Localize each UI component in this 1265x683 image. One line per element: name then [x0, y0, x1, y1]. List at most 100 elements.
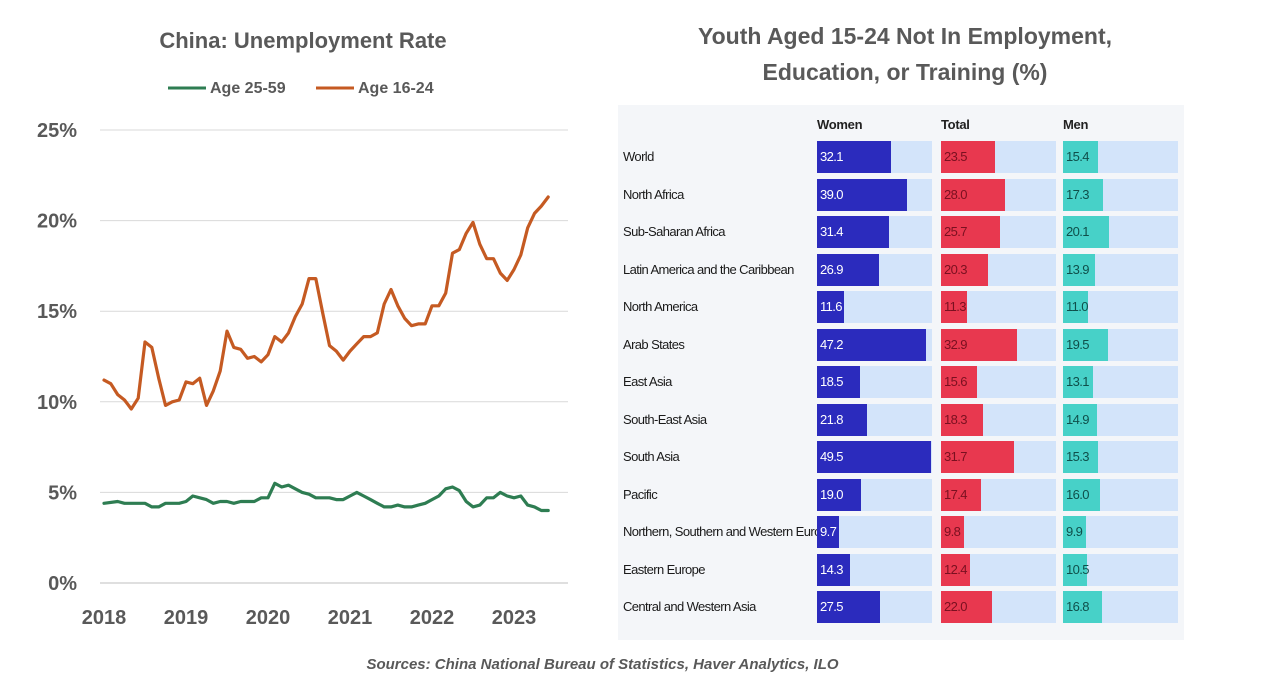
bar-total — [941, 403, 984, 436]
x-tick-label: 2018 — [82, 607, 127, 629]
bar-total — [941, 141, 996, 173]
row-label: North America — [623, 299, 698, 314]
bar-men — [1063, 178, 1103, 211]
row-label: Latin America and the Caribbean — [623, 261, 794, 277]
bar-track-men: 14.9 — [1063, 403, 1178, 436]
bar-track-men: 11.0 — [1063, 291, 1178, 323]
x-tick-label: 2021 — [328, 607, 373, 629]
bar-value-total: 11.3 — [944, 299, 967, 314]
row-label: Eastern Europe — [623, 561, 706, 577]
bar-track-total: 17.4 — [941, 478, 1056, 511]
row-label: Arab States — [623, 336, 685, 352]
neet-row: Sub-Saharan Africa 31.4 25.7 20.1 — [605, 216, 1205, 248]
bar-value-total: 23.5 — [944, 149, 968, 164]
bar-track-men: 9.9 — [1063, 516, 1178, 548]
bar-total — [941, 216, 1001, 248]
bar-value-men: 13.9 — [1066, 261, 1090, 277]
x-tick-label: 2023 — [492, 607, 537, 629]
bar-women — [817, 516, 840, 548]
bar-track-total: 15.6 — [941, 366, 1056, 398]
bar-track-women: 11.6 — [817, 291, 932, 323]
bar-track-men: 16.0 — [1063, 478, 1178, 511]
bar-track-men: 10.5 — [1063, 553, 1178, 586]
row-label: South-East Asia — [623, 411, 707, 427]
bar-men — [1063, 216, 1110, 248]
bar-value-men: 17.3 — [1066, 186, 1090, 202]
bar-value-men: 19.5 — [1066, 336, 1090, 352]
bar-total — [941, 328, 1017, 361]
bar-total — [941, 591, 992, 623]
sources-footnote: Sources: China National Bureau of Statis… — [366, 656, 839, 673]
bar-value-men: 15.4 — [1066, 149, 1090, 164]
unemployment-line-chart: China: Unemployment Rate Age 25-59 Age 16-… — [0, 0, 600, 640]
y-tick-label: 0% — [48, 573, 77, 595]
bar-men — [1063, 366, 1094, 398]
column-header-women: Women — [817, 117, 863, 132]
bar-men — [1063, 516, 1086, 548]
bar-men — [1063, 403, 1098, 436]
bar-value-women: 49.5 — [820, 449, 844, 464]
bar-value-women: 47.2 — [820, 336, 844, 352]
column-header-total: Total — [941, 117, 970, 132]
bar-value-men: 9.9 — [1066, 524, 1083, 539]
bar-value-total: 25.7 — [944, 224, 968, 239]
bar-track-men: 19.5 — [1063, 328, 1178, 361]
bar-value-men: 16.8 — [1066, 599, 1090, 614]
row-label: South Asia — [623, 449, 680, 464]
bar-men — [1063, 291, 1089, 323]
bar-total — [941, 441, 1014, 473]
bar-value-women: 18.5 — [820, 374, 844, 389]
bar-track-women: 9.7 — [817, 516, 932, 548]
bar-track-total: 23.5 — [941, 141, 1056, 173]
y-tick-label: 15% — [37, 301, 77, 323]
row-label: North Africa — [623, 186, 684, 202]
neet-row: South Asia 49.5 31.7 15.3 — [605, 441, 1205, 473]
neet-row: South-East Asia 21.8 18.3 14.9 — [605, 403, 1205, 436]
bar-men — [1063, 553, 1088, 586]
bar-value-men: 13.1 — [1066, 374, 1090, 389]
bar-total — [941, 553, 970, 586]
bar-total — [941, 291, 967, 323]
bar-women — [817, 216, 890, 248]
bar-track-women: 47.2 — [817, 328, 932, 361]
line-chart-title: China: Unemployment Rate — [159, 28, 446, 53]
bar-value-total: 20.3 — [944, 261, 968, 277]
bar-women — [817, 591, 881, 623]
neet-chart-title-line-2: Education, or Training (%) — [762, 59, 1048, 85]
neet-row: North Africa 39.0 28.0 17.3 — [605, 178, 1205, 211]
neet-row: Northern, Southern and Western Europe 9.7… — [605, 516, 1205, 548]
bar-value-men: 11.0 — [1066, 299, 1089, 314]
x-tick-label: 2020 — [246, 607, 291, 629]
bar-value-total: 9.8 — [944, 524, 961, 539]
bar-value-men: 14.9 — [1066, 411, 1090, 427]
bar-track-women: 39.0 — [817, 178, 932, 211]
row-label: Central and Western Asia — [623, 599, 756, 614]
bar-track-total: 18.3 — [941, 403, 1056, 436]
bar-value-total: 12.4 — [944, 561, 968, 577]
row-label: East Asia — [623, 374, 672, 389]
bar-track-total: 25.7 — [941, 216, 1056, 248]
bar-track-men: 16.8 — [1063, 591, 1178, 623]
column-header-men: Men — [1063, 117, 1089, 132]
bar-total — [941, 516, 964, 548]
bar-track-women: 32.1 — [817, 141, 932, 173]
bar-track-total: 11.3 — [941, 291, 1056, 323]
bar-value-women: 14.3 — [820, 561, 844, 577]
bar-value-total: 31.7 — [944, 449, 968, 464]
bar-total — [941, 178, 1006, 211]
bar-track-total: 22.0 — [941, 591, 1056, 623]
bar-women — [817, 478, 861, 511]
x-tick-label: 2022 — [410, 607, 455, 629]
bar-track-women: 19.0 — [817, 478, 932, 511]
bar-track-women: 31.4 — [817, 216, 932, 248]
bar-track-women: 26.9 — [817, 253, 932, 286]
bar-track-women: 18.5 — [817, 366, 932, 398]
bar-value-men: 10.5 — [1066, 561, 1090, 577]
row-label: Northern, Southern and Western Europe — [623, 524, 835, 539]
row-label: Sub-Saharan Africa — [623, 224, 726, 239]
bar-value-women: 32.1 — [820, 149, 844, 164]
neet-row: Pacific 19.0 17.4 16.0 — [605, 478, 1205, 511]
bar-value-total: 18.3 — [944, 411, 968, 427]
bar-track-men: 17.3 — [1063, 178, 1178, 211]
bar-men — [1063, 253, 1095, 286]
